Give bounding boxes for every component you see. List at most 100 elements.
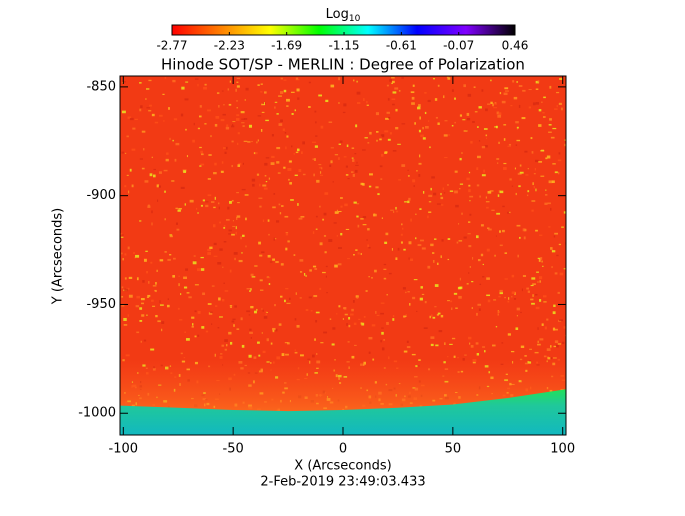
texture [466, 177, 470, 181]
texture [388, 272, 392, 275]
texture [290, 199, 294, 201]
texture [440, 314, 444, 318]
texture [541, 101, 543, 103]
texture [129, 117, 134, 121]
texture [331, 343, 335, 346]
texture [459, 183, 464, 185]
texture [550, 207, 552, 211]
texture [205, 204, 209, 208]
texture [403, 350, 408, 353]
texture [411, 96, 415, 100]
texture [202, 292, 206, 296]
texture [272, 329, 275, 333]
texture [434, 238, 437, 240]
texture [516, 81, 518, 83]
texture [447, 300, 450, 302]
texture [434, 98, 438, 101]
texture [260, 83, 263, 85]
texture [427, 215, 429, 219]
texture [551, 180, 555, 184]
texture [527, 290, 531, 293]
texture [218, 104, 220, 108]
texture [321, 167, 323, 170]
texture [221, 90, 224, 92]
texture [459, 157, 462, 161]
texture [338, 305, 341, 308]
texture [210, 311, 213, 314]
texture [455, 307, 458, 309]
texture [534, 167, 537, 171]
texture [284, 342, 289, 344]
texture [255, 152, 258, 155]
texture [195, 207, 198, 210]
texture [237, 142, 239, 146]
texture [507, 333, 511, 336]
texture [194, 284, 199, 286]
texture [553, 345, 557, 348]
texture [355, 164, 359, 166]
texture [124, 277, 127, 280]
texture [537, 327, 539, 330]
texture [368, 276, 370, 278]
texture [522, 89, 526, 92]
texture [542, 295, 547, 298]
texture [159, 114, 163, 117]
texture [197, 311, 201, 314]
texture [412, 84, 415, 87]
texture [475, 235, 479, 239]
texture [194, 310, 197, 313]
texture [293, 153, 295, 155]
texture [563, 211, 566, 214]
chart-title: Hinode SOT/SP - MERLIN : Degree of Polar… [161, 56, 525, 74]
texture [352, 173, 355, 177]
texture [532, 102, 536, 106]
texture [552, 357, 557, 359]
texture [504, 87, 509, 90]
texture [395, 206, 397, 210]
texture [548, 226, 551, 228]
texture [323, 331, 328, 334]
texture [234, 257, 236, 261]
texture [323, 212, 327, 216]
texture [501, 100, 506, 104]
texture [404, 201, 407, 203]
texture [470, 141, 473, 144]
texture [429, 315, 431, 319]
texture [287, 342, 290, 345]
texture [175, 222, 179, 225]
texture [546, 318, 549, 321]
texture [545, 194, 548, 196]
texture [164, 190, 166, 193]
texture [339, 140, 343, 143]
texture [156, 199, 159, 202]
texture [561, 341, 565, 345]
texture [224, 151, 227, 154]
texture [159, 304, 164, 306]
texture [511, 185, 514, 187]
texture [200, 163, 205, 166]
texture [213, 206, 216, 209]
texture [169, 234, 173, 236]
texture [312, 141, 317, 143]
texture [336, 313, 338, 315]
y-tick-label: -950 [86, 297, 116, 312]
texture [354, 344, 357, 347]
texture [510, 350, 515, 353]
texture [144, 180, 149, 183]
texture [231, 140, 234, 143]
texture [438, 330, 443, 333]
texture [293, 254, 296, 256]
texture [231, 320, 235, 323]
texture [285, 233, 289, 236]
texture [518, 185, 521, 188]
texture [295, 77, 299, 80]
texture [433, 259, 435, 263]
colorbar-tick-label: -2.77 [156, 39, 187, 53]
texture [436, 262, 439, 265]
texture [283, 79, 287, 81]
texture [278, 123, 283, 126]
texture [395, 108, 398, 112]
texture [208, 154, 212, 156]
texture [360, 182, 364, 186]
texture [169, 254, 172, 256]
